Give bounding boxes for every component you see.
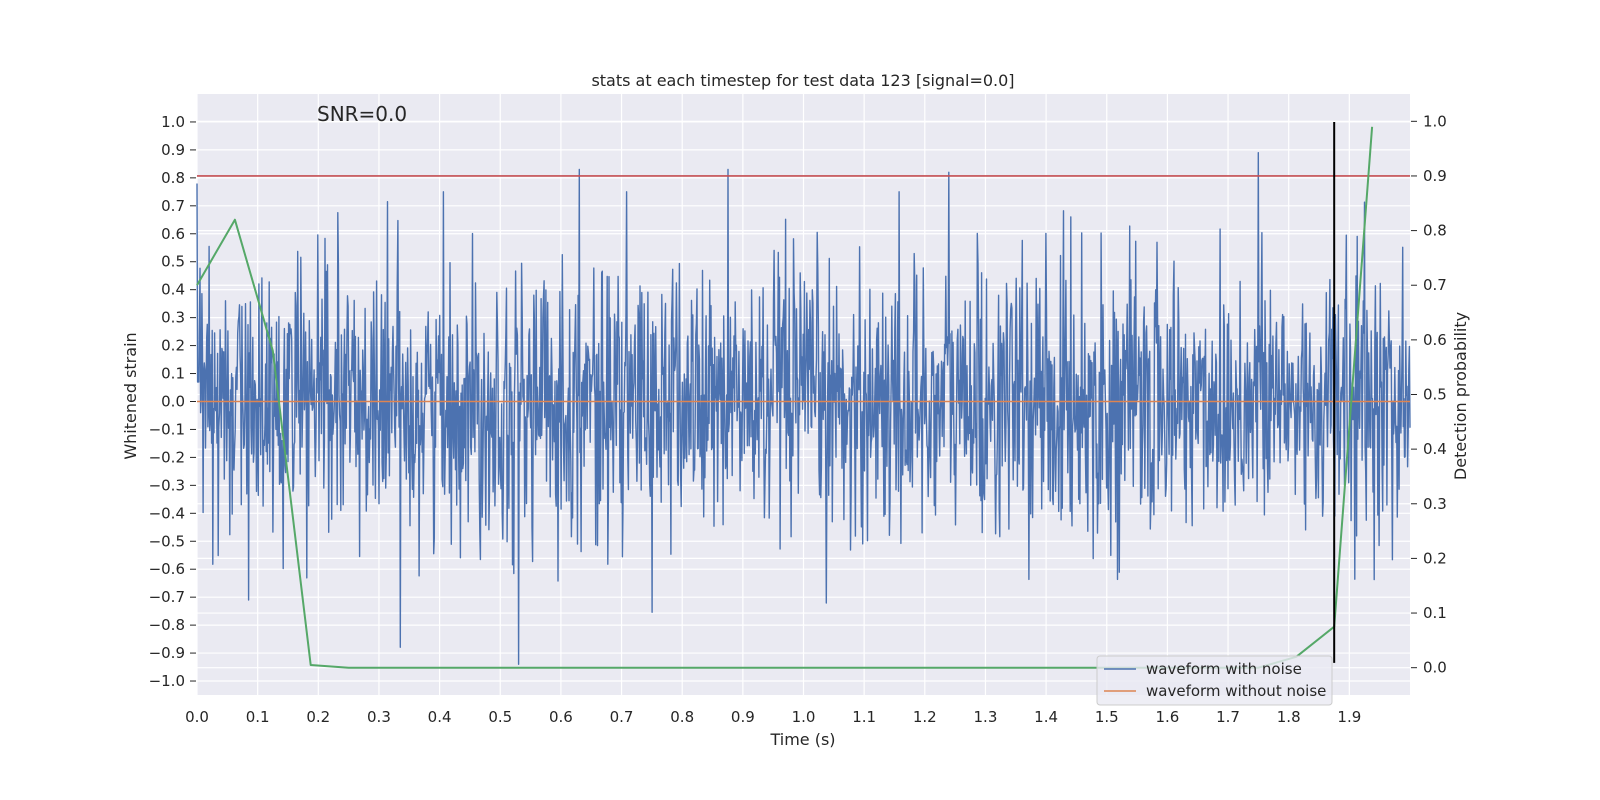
x-tick-label: 1.1 [852,708,876,726]
legend-label-waveform-with-noise: waveform with noise [1146,660,1302,678]
y-tick-label: 0.4 [161,281,185,299]
y-tick-label: −0.9 [149,644,185,662]
ticks: 0.0 0.1 0.2 0.3 0.4 0.5 0.6 0.7 0.8 0.9 1.0 1.1 1.2 1… [149,112,1447,726]
noise-series [196,152,1411,665]
x-tick-label: 1.8 [1277,708,1301,726]
x-tick-label: 1.4 [1034,708,1058,726]
x-tick-label: 0.1 [246,708,270,726]
chart-title: stats at each timestep for test data 123… [591,71,1014,90]
x-tick-label: 0.0 [185,708,209,726]
x-tick-label: 1.3 [974,708,998,726]
y2-tick-label: 0.5 [1423,386,1447,404]
x-tick-label: 0.7 [610,708,634,726]
x-tick-label: 1.6 [1155,708,1179,726]
y-tick-label: −0.1 [149,420,185,438]
y-tick-label: −0.2 [149,448,185,466]
y2-tick-label: 0.3 [1423,495,1447,513]
legend-box [1096,655,1333,706]
y2-tick-label: 0.9 [1423,167,1447,185]
x-tick-label: 0.2 [306,708,330,726]
x-tick-label: 1.5 [1095,708,1119,726]
y-tick-label: −1.0 [149,672,185,690]
y-tick-label: 0.8 [161,169,185,187]
y-tick-label: 0.2 [161,337,185,355]
y-tick-label: 0.6 [161,225,185,243]
snr-annotation: SNR=0.0 [317,102,407,126]
y-tick-label: −0.6 [149,560,185,578]
y-tick-label: 1.0 [161,113,185,131]
series-line-waveform-with-noise [196,152,1411,665]
y-tick-label: 0.3 [161,309,185,327]
y-tick-label: −0.8 [149,616,185,634]
x-tick-label: 0.6 [549,708,573,726]
y-tick-label: 0.0 [161,392,185,410]
y2-tick-label: 0.7 [1423,276,1447,294]
x-axis-label: Time (s) [769,730,835,749]
x-tick-label: 0.9 [731,708,755,726]
x-tick-label: 0.8 [670,708,694,726]
x-tick-label: 0.5 [488,708,512,726]
x-tick-label: 1.0 [792,708,816,726]
x-tick-label: 0.4 [428,708,452,726]
x-tick-label: 1.9 [1337,708,1361,726]
x-tick-label: 0.3 [367,708,391,726]
legend-label-waveform-without-noise: waveform without noise [1146,682,1326,700]
x-tick-label: 1.7 [1216,708,1240,726]
y2-tick-label: 0.8 [1423,222,1447,240]
y2-axis-label: Detection probability [1451,312,1470,480]
y-tick-label: 0.7 [161,197,185,215]
y2-tick-label: 0.1 [1423,604,1447,622]
y2-tick-label: 0.6 [1423,331,1447,349]
y2-tick-label: 0.4 [1423,440,1447,458]
y2-tick-label: 1.0 [1423,112,1447,130]
y-tick-label: −0.4 [149,504,185,522]
legend: waveform with noise waveform without noi… [1096,655,1333,706]
y-tick-label: −0.3 [149,476,185,494]
y-tick-label: −0.5 [149,532,185,550]
y-tick-label: 0.1 [161,365,185,383]
y-tick-label: 0.9 [161,141,185,159]
y2-tick-label: 0.2 [1423,549,1447,567]
x-tick-label: 1.2 [913,708,937,726]
y-axis-label: Whitened strain [121,332,140,459]
y-tick-label: 0.5 [161,253,185,271]
y2-tick-label: 0.0 [1423,659,1447,677]
y-tick-label: −0.7 [149,588,185,606]
